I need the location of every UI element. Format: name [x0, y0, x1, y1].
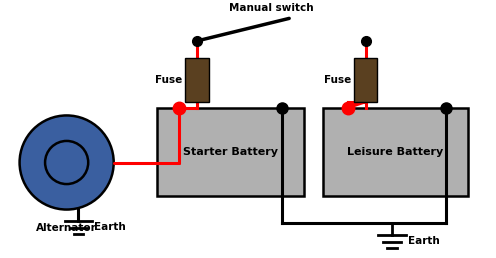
Text: Fuse: Fuse [155, 75, 183, 85]
Bar [157, 108, 304, 196]
Text: Fuse: Fuse [324, 75, 351, 85]
Bar [354, 58, 377, 102]
Text: Earth: Earth [94, 222, 126, 232]
Circle shape [19, 115, 114, 209]
Bar [186, 58, 209, 102]
Text: Manual switch: Manual switch [229, 4, 314, 13]
Text: Starter Battery: Starter Battery [183, 147, 278, 157]
Text: Leisure Battery: Leisure Battery [347, 147, 443, 157]
Text: Earth: Earth [408, 236, 439, 246]
Text: Alternator: Alternator [36, 223, 97, 233]
Bar [323, 108, 468, 196]
